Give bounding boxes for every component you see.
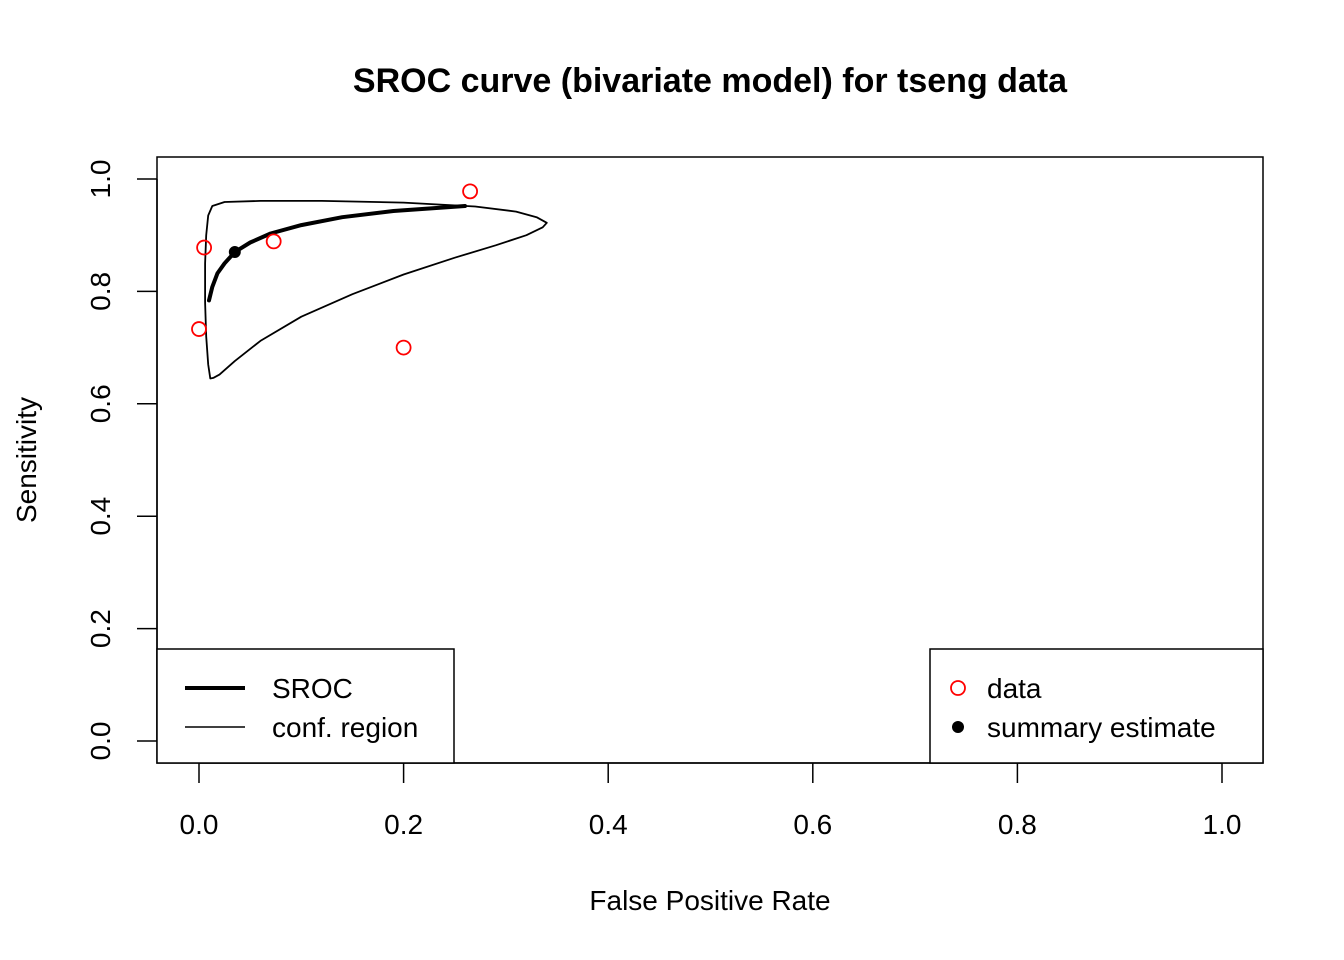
- summary-estimate-point: [228, 246, 241, 259]
- legend-summary-label: summary estimate: [987, 712, 1216, 743]
- legend-lines: SROC conf. region: [156, 648, 455, 764]
- y-tick-label-4: 0.8: [85, 272, 116, 311]
- x-tick-label-2: 0.4: [589, 809, 628, 840]
- y-tick-label-2: 0.4: [85, 497, 116, 536]
- x-tick-label-5: 1.0: [1203, 809, 1242, 840]
- data-point-4: [395, 339, 412, 356]
- sroc-curve-line: [207, 204, 467, 303]
- legend-data-label: data: [987, 673, 1042, 704]
- x-tick-label-3: 0.6: [793, 809, 832, 840]
- x-axis-label: False Positive Rate: [589, 885, 830, 916]
- x-axis: 0.0 0.2 0.4 0.6 0.8 1.0: [180, 762, 1242, 840]
- legend-conf-region-label: conf. region: [272, 712, 418, 743]
- conf-region-line: [204, 199, 548, 380]
- y-axis: 0.0 0.2 0.4 0.6 0.8 1.0: [85, 160, 158, 761]
- y-tick-label-3: 0.6: [85, 384, 116, 423]
- x-tick-label-0: 0.0: [180, 809, 219, 840]
- legend-summary-swatch: [952, 721, 964, 733]
- y-tick-label-1: 0.2: [85, 609, 116, 648]
- y-axis-label: Sensitivity: [11, 397, 42, 523]
- legend-points: data summary estimate: [929, 648, 1264, 764]
- x-tick-label-1: 0.2: [384, 809, 423, 840]
- legend-lines-box: [156, 648, 455, 764]
- legend-points-box: [929, 648, 1264, 764]
- data-point-1: [196, 239, 213, 256]
- x-tick-label-4: 0.8: [998, 809, 1037, 840]
- y-tick-label-5: 1.0: [85, 160, 116, 199]
- series-layer: [191, 183, 548, 380]
- legend-sroc-label: SROC: [272, 673, 353, 704]
- data-point-3: [191, 321, 207, 337]
- legend-data-swatch: [950, 680, 966, 696]
- data-point-0: [462, 183, 478, 200]
- chart-title: SROC curve (bivariate model) for tseng d…: [353, 62, 1068, 100]
- y-tick-label-0: 0.0: [85, 722, 116, 761]
- data-point-2: [265, 233, 282, 250]
